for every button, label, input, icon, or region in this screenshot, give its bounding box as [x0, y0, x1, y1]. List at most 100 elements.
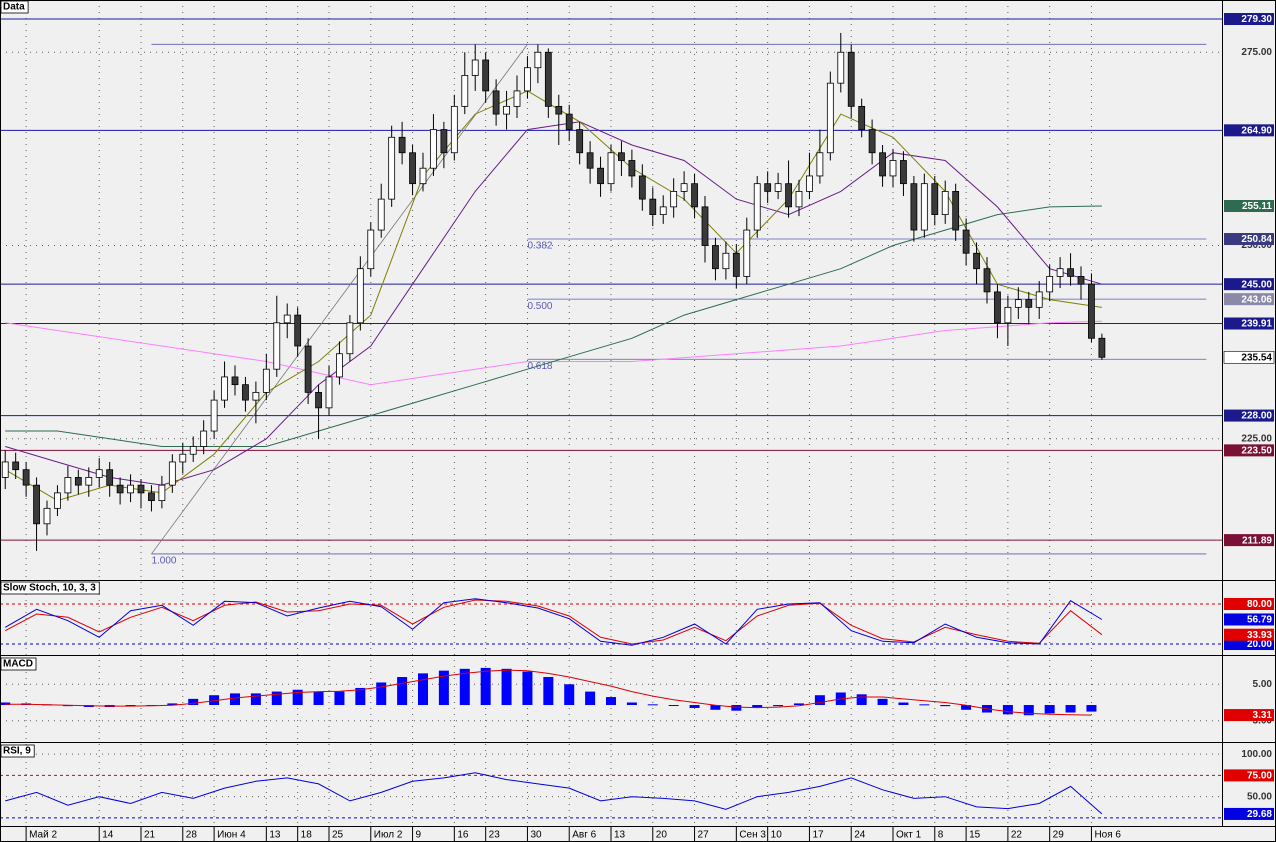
candle-body [743, 229, 751, 277]
histogram-bar [814, 695, 825, 706]
candle-body [294, 314, 302, 347]
candle-body [377, 198, 385, 231]
candle-body [471, 59, 479, 76]
price-tag [1224, 807, 1274, 820]
candle-body [847, 51, 855, 107]
x-tick-label: 27 [698, 830, 710, 841]
pane-title: MACD [3, 659, 33, 670]
candle-body [482, 59, 490, 92]
candle-body [889, 160, 897, 177]
candle-body [1014, 299, 1022, 308]
candle-body [638, 175, 646, 200]
x-tick-label: 10 [771, 830, 783, 841]
candle-body [691, 183, 698, 208]
candle-body [179, 453, 187, 463]
candle-body [973, 252, 980, 270]
candle-body [64, 477, 72, 494]
candle-body [785, 183, 792, 208]
candle-body [200, 430, 208, 447]
price-tag [1224, 534, 1274, 547]
candle-body [701, 206, 709, 246]
histogram-bar [731, 705, 742, 711]
candle-body [565, 113, 573, 130]
price-tag-label: 3.31 [1253, 710, 1273, 721]
candle-body [576, 129, 584, 154]
candle-body [826, 82, 834, 154]
candle-body [346, 322, 354, 355]
candle-body [994, 291, 1001, 324]
candle-body [1056, 268, 1064, 277]
indicator-line [5, 772, 1103, 815]
histogram-bar [230, 693, 240, 706]
candle-body [388, 136, 396, 200]
candle-body [325, 376, 333, 409]
candle-body [795, 191, 803, 208]
fib-level-label: 1.000 [151, 556, 176, 567]
histogram-bar [188, 698, 199, 706]
candle-body [722, 252, 730, 270]
candle-body [106, 469, 114, 486]
candle-body [127, 484, 134, 494]
candle-body [597, 167, 604, 185]
x-tick-label: 15 [969, 830, 981, 841]
candle-body [450, 105, 458, 154]
candle-body [952, 191, 960, 231]
price-tag [1224, 233, 1274, 246]
candle-body [419, 167, 427, 185]
candle-body [806, 175, 813, 192]
price-tag-label: 33.93 [1247, 630, 1272, 641]
x-tick-label: 20 [656, 830, 668, 841]
indicator-line [5, 669, 1092, 716]
price-tag-label: 264.90 [1241, 125, 1272, 136]
candle-body [461, 75, 469, 107]
x-tick-label: Июн 4 [217, 830, 246, 841]
candle-body [409, 152, 416, 185]
candle-body [43, 507, 51, 525]
candle-body [837, 51, 845, 84]
candle-body [732, 252, 740, 277]
fib-trend-line [151, 44, 528, 555]
histogram-bar [1044, 705, 1055, 714]
price-tag-label: 279.30 [1241, 14, 1272, 25]
candle-body [33, 484, 40, 525]
candle-body [1098, 337, 1106, 358]
candle-body [962, 229, 970, 254]
candle-body [137, 484, 145, 494]
x-tick-label: 30 [530, 830, 542, 841]
histogram-bar [292, 689, 303, 706]
x-tick-label: Ноя 6 [1094, 830, 1121, 841]
candle-body [356, 268, 364, 324]
price-tag [1223, 350, 1275, 364]
histogram-bar [209, 695, 220, 706]
candle-body [315, 391, 322, 409]
price-tag [1224, 409, 1274, 422]
candle-body [712, 245, 719, 270]
x-tick-label: 28 [186, 830, 198, 841]
x-tick-label: 14 [102, 830, 114, 841]
x-tick-label: 22 [1011, 830, 1023, 841]
candle-body [242, 384, 249, 401]
candle-body [774, 183, 782, 192]
histogram-bar [397, 677, 408, 706]
price-tag [1224, 444, 1274, 457]
candle-body [910, 183, 918, 231]
pane-title: Data [3, 2, 25, 13]
indicator-line [5, 205, 1102, 447]
candle-body [95, 469, 103, 478]
price-tag [1224, 293, 1274, 306]
histogram-bar [1065, 705, 1076, 713]
histogram-bar [585, 691, 596, 706]
histogram-bar [501, 668, 512, 706]
candle-body [367, 229, 375, 270]
candle-body [900, 160, 907, 185]
candle-body [879, 152, 886, 177]
x-tick-label: Окт 1 [896, 830, 922, 841]
histogram-bar [543, 677, 554, 706]
candle-body [1067, 268, 1074, 277]
candle-body [336, 353, 343, 378]
x-tick-label: 25 [332, 830, 344, 841]
price-tag-label: 56.79 [1247, 615, 1272, 626]
candle-body [513, 90, 521, 107]
x-tick-label: 13 [614, 830, 626, 841]
